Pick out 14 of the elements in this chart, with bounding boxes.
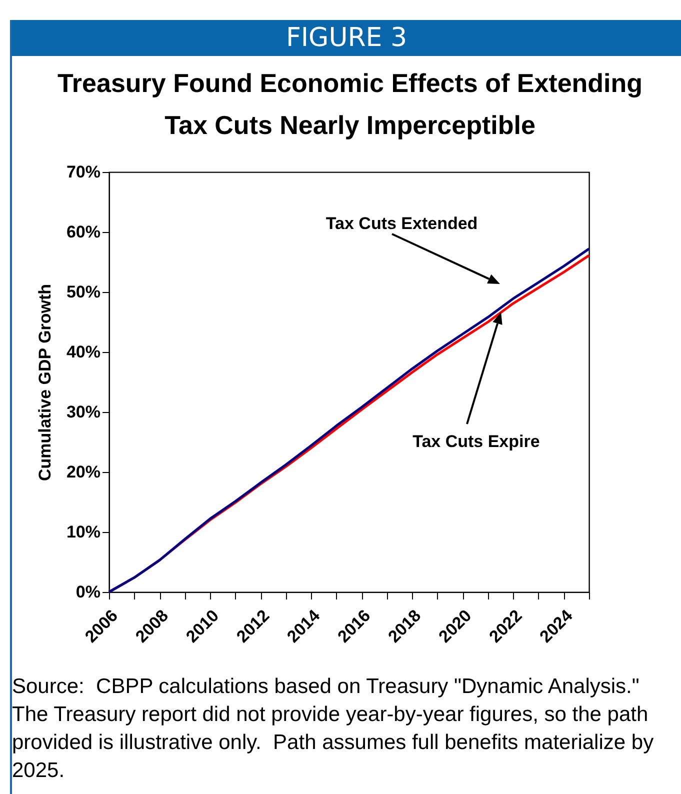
chart-title: Treasury Found Economic Effects of Extending Tax Cuts Nearly Imperceptible bbox=[56, 67, 644, 142]
y-axis-title: Cumulative GDP Growth bbox=[35, 284, 54, 482]
y-tick-label: 70% bbox=[66, 162, 100, 182]
text: Tax Cuts Extended bbox=[326, 214, 478, 234]
y-tick-label: 40% bbox=[66, 342, 100, 362]
y-tick-label: 10% bbox=[66, 522, 100, 542]
text: Tax Cuts Expire bbox=[412, 432, 540, 452]
source-note: Source: CBPP calculations based on Treasury "Dynamic Analysis." The Treasury report did not provide year-by-year figures, so the path provided is illustrative only. Path assumes full benefits materialize by 2025. bbox=[12, 674, 655, 784]
y-tick-label: 0% bbox=[76, 582, 100, 602]
y-tick-label: 20% bbox=[66, 462, 100, 482]
y-tick-label: 50% bbox=[66, 282, 100, 302]
caption: FIGURE 3 bbox=[12, 20, 681, 56]
y-tick-label: 60% bbox=[66, 222, 100, 242]
y-tick-label: 30% bbox=[66, 402, 100, 422]
